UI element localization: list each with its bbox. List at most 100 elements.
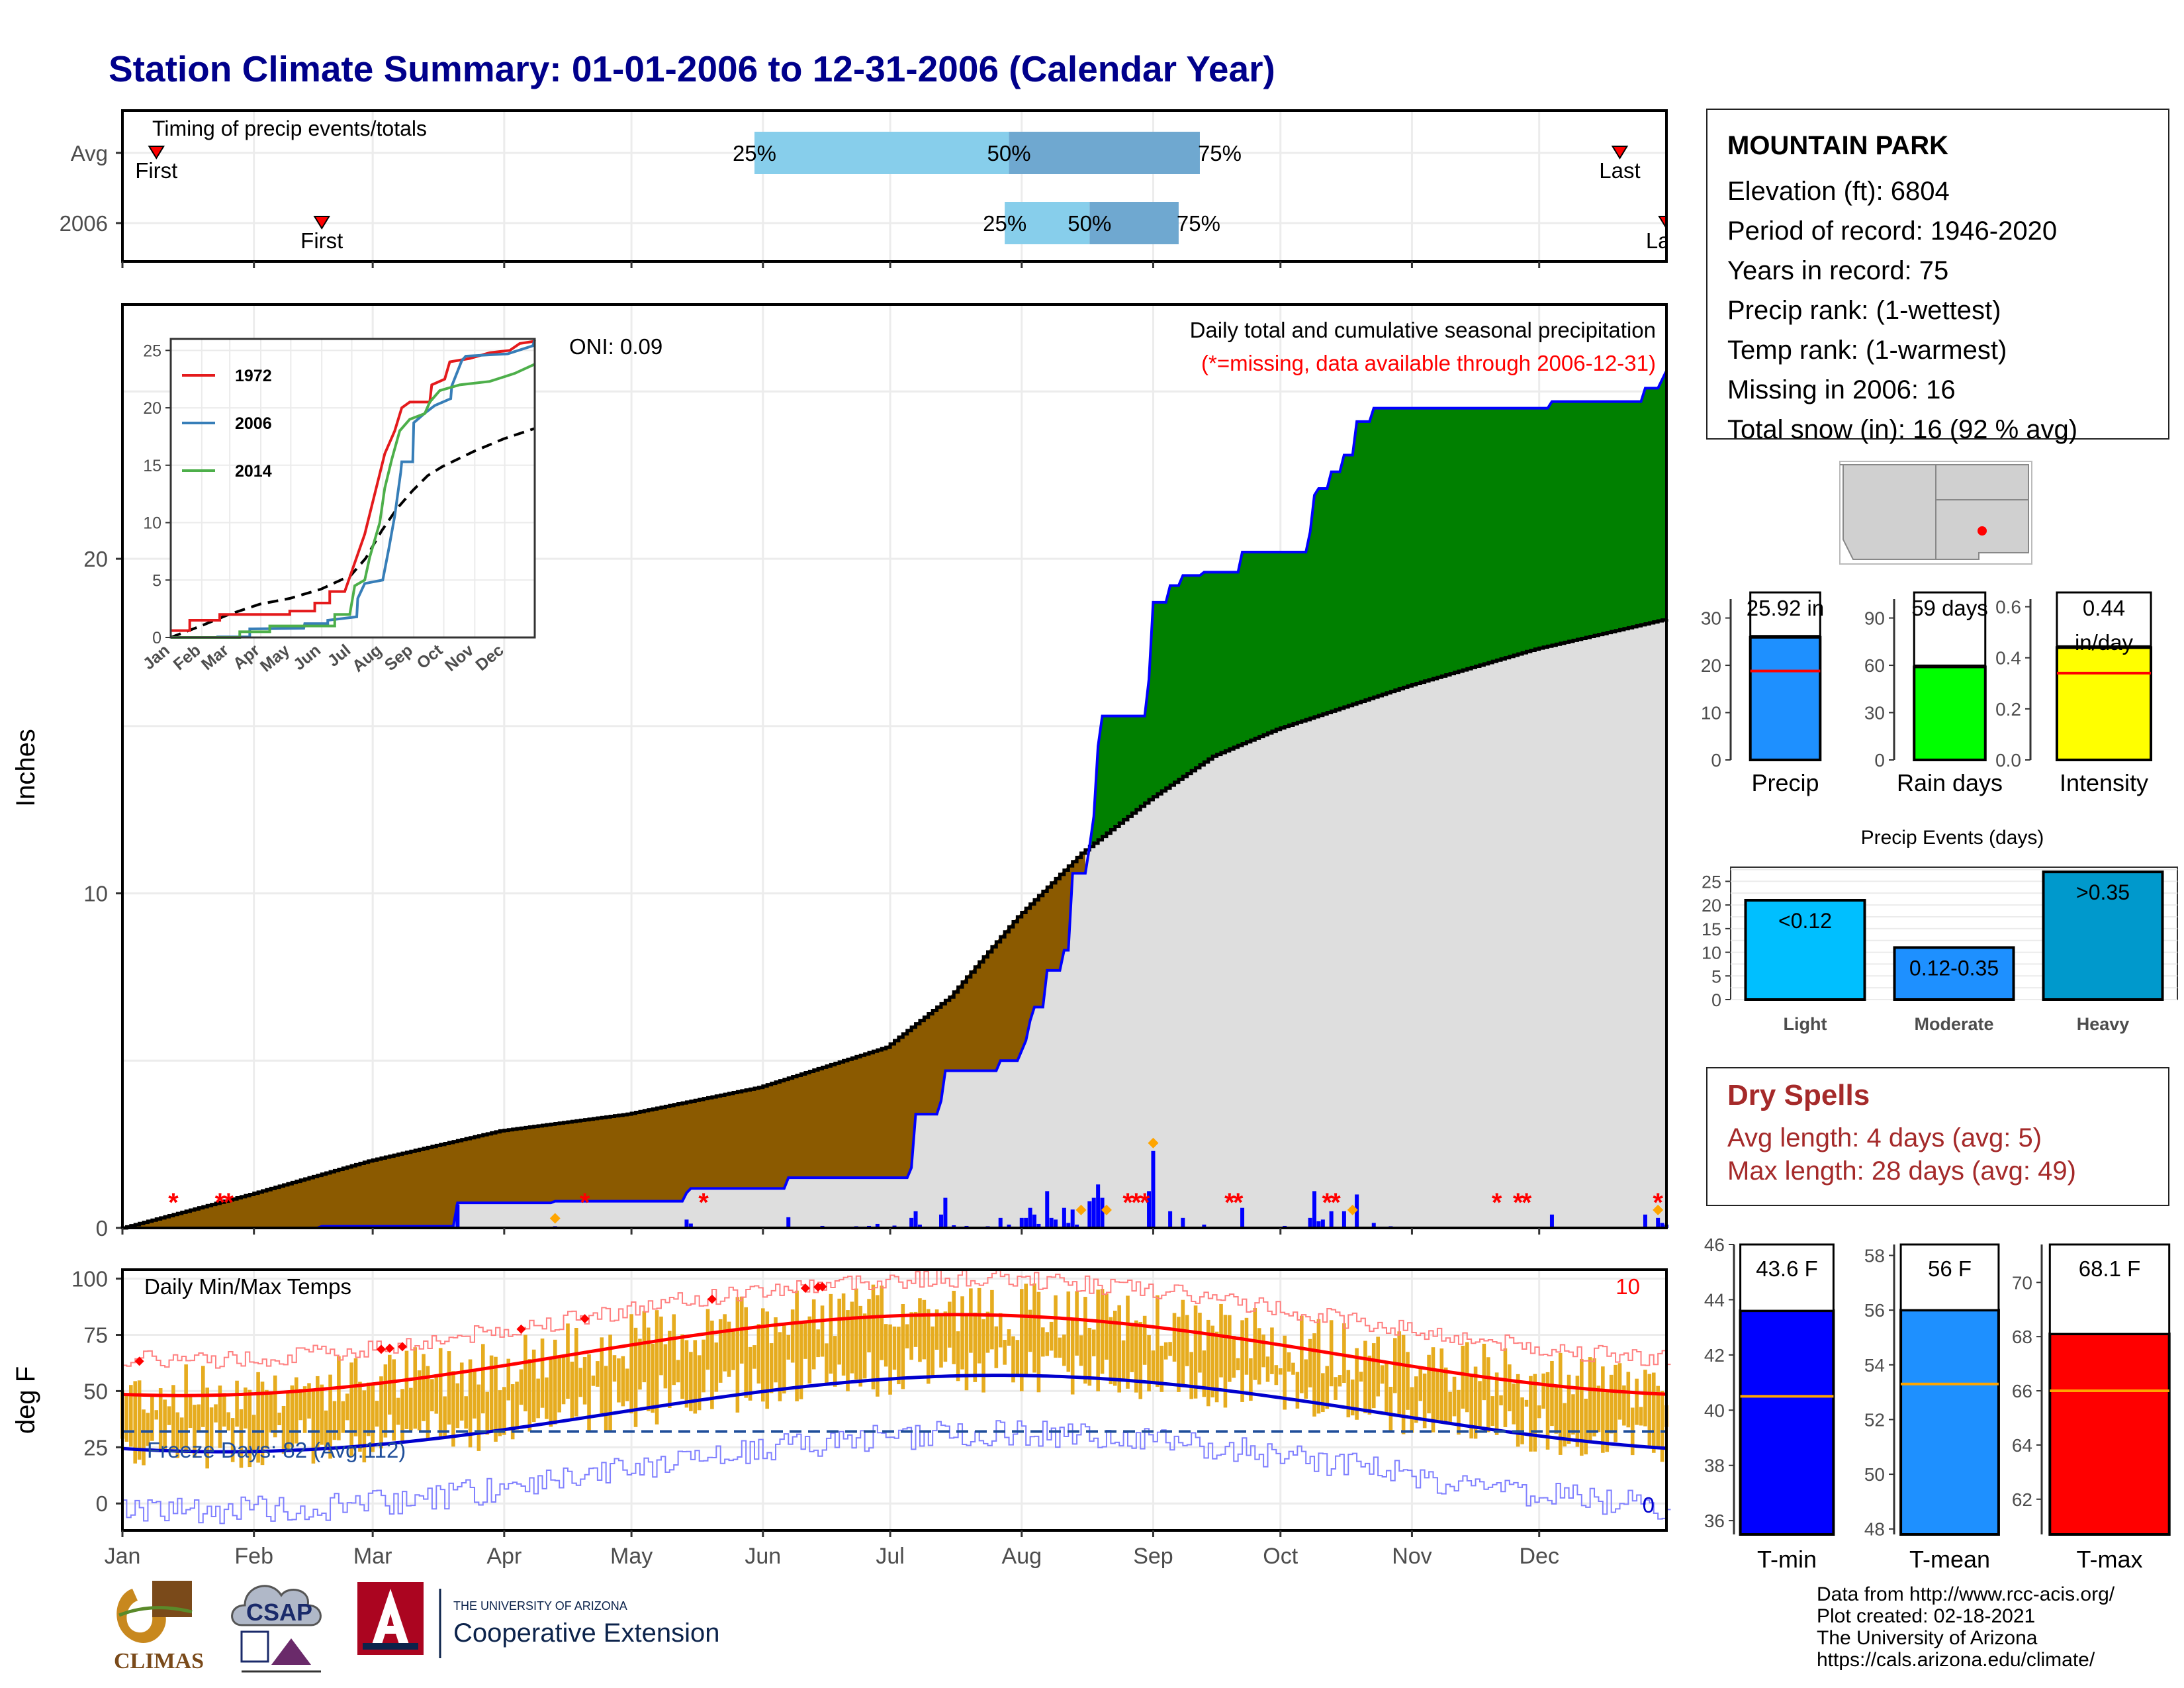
daily-temp-range-bar [943,1311,948,1362]
daily-precip-bar [455,1204,460,1228]
data-credits: Data from http://www.rcc-acis.org/ Plot … [1817,1583,2115,1671]
first-event-marker [313,216,331,230]
daily-temp-range-bar [1198,1313,1202,1373]
daily-temp-range-bar [825,1343,829,1385]
daily-temp-range-bar [260,1382,265,1466]
observed-cumulative-line [122,370,1668,1229]
daily-temp-range-bar [1660,1391,1664,1462]
daily-temp-range-bar [850,1301,854,1374]
daily-temp-range-bar [1520,1397,1524,1444]
climas-logo: CLIMAS [114,1581,204,1673]
daily-temp-range-bar [1482,1343,1486,1401]
daily-temp-range-bar [816,1329,820,1358]
daily-temp-range-bar [1142,1315,1147,1365]
daily-temp-range-bar [1393,1338,1397,1393]
daily-temp-range-bar [328,1374,332,1459]
dry-spells-avg: Avg length: 4 days (avg: 5) [1727,1123,2042,1152]
daily-temp-range-bar [188,1394,193,1429]
tbar-tick-label: 40 [1704,1400,1725,1421]
daily-temp-range-bar [918,1298,922,1362]
daily-temp-range-bar [1083,1297,1087,1384]
daily-temp-range-bar [553,1339,557,1425]
daily-temp-range-bar [854,1288,858,1380]
average-max-line [122,1313,1667,1397]
inset-legend-label: 2014 [235,462,272,481]
missing-day-marker: * [215,1188,226,1217]
daily-temp-range-bar [600,1337,604,1414]
daily-temp-range-bar [922,1299,927,1360]
daily-temp-range-bar [536,1378,540,1419]
daily-temp-range-bar [163,1399,167,1452]
below-average-deficit-area [122,849,1085,1228]
daily-precip-bar [1096,1184,1101,1228]
daily-temp-range-bar [587,1354,591,1431]
inset-y-tick-label: 10 [143,514,161,533]
daily-temp-range-bar [1647,1374,1652,1448]
daily-temp-range-bar [969,1288,973,1353]
record-high-marker [817,1282,827,1291]
daily-temp-range-bar [960,1296,964,1370]
daily-temp-range-bar [1529,1376,1533,1452]
daily-temp-range-bar [494,1356,498,1442]
daily-temp-range-bar [1359,1372,1363,1382]
daily-precip-bar [909,1217,914,1228]
daily-temp-range-bar [807,1316,812,1384]
temp-y-tick-label: 50 [83,1379,108,1403]
daily-temp-range-bar [1087,1327,1092,1386]
daily-temp-range-bar [841,1293,846,1376]
daily-temp-range-bar [1431,1347,1435,1432]
climas-logo-text: CLIMAS [114,1649,204,1673]
daily-temp-range-bar [409,1387,413,1430]
daily-temp-range-bar [1422,1374,1427,1429]
daily-temp-range-bar [1163,1342,1168,1360]
summary-bar-charts: 0 10 20 30 25.92 in Precip 0 30 60 90 59 days Rain … [1701,591,2153,796]
daily-temp-range-bar [413,1347,418,1429]
daily-temp-range-bar [723,1314,727,1372]
daily-temp-range-bar [1121,1340,1126,1380]
daily-temp-range-bar [684,1340,689,1408]
daily-temp-range-bar [1316,1319,1321,1414]
month-label: Jul [876,1544,904,1569]
daily-temp-range-bar [430,1379,434,1412]
daily-temp-range-bar [1304,1359,1308,1399]
daily-temp-range-bar [1134,1320,1138,1393]
daily-temp-range-bar [1448,1391,1452,1425]
mini-tick-label: 90 [1864,608,1885,629]
daily-temp-range-bar [985,1311,990,1353]
daily-temp-range-bar [752,1345,756,1369]
timing-panel-border [121,109,1668,263]
daily-temp-range-bar [625,1368,629,1401]
events-bar [1893,946,2015,1002]
daily-temp-range-bar [926,1309,931,1384]
daily-temp-range-bar [1015,1340,1020,1377]
average-min-line [122,1374,1667,1454]
daily-temp-range-bar [702,1339,705,1393]
daily-temp-range-bar [633,1327,638,1427]
daily-temp-range-bar [1473,1366,1478,1439]
precip-y-tick-label: 0 [96,1216,108,1241]
station-location-dot [1978,526,1987,536]
daily-temp-range-bar [718,1319,723,1383]
daily-temp-range-bar [366,1382,371,1436]
timing-bar-q50-q75 [1089,202,1179,244]
timing-first-label: First [135,158,177,183]
events-bar-label: >0.35 [2076,880,2130,904]
missing-day-marker: * [1122,1188,1133,1217]
locator-map [1839,461,2032,565]
inset-border [169,338,536,639]
daily-temp-range-bar [417,1370,422,1430]
daily-temp-range-bar [1138,1322,1143,1399]
month-label: Dec [1519,1544,1559,1569]
events-y-tick-label: 5 [1711,966,1721,986]
daily-precip-bar [1181,1217,1185,1228]
daily-temp-range-bar [353,1358,358,1436]
mini-tick-label: 10 [1701,703,1721,724]
inset-series-2014 [171,363,535,639]
snow-marker [1075,1204,1087,1215]
daily-temp-range-bar [197,1404,201,1432]
ua-logo-bottom: Cooperative Extension [453,1618,719,1648]
daily-temp-range-bar [1567,1374,1571,1444]
daily-temp-range-bar [1410,1387,1414,1433]
timing-title: Timing of precip events/totals [152,117,427,140]
